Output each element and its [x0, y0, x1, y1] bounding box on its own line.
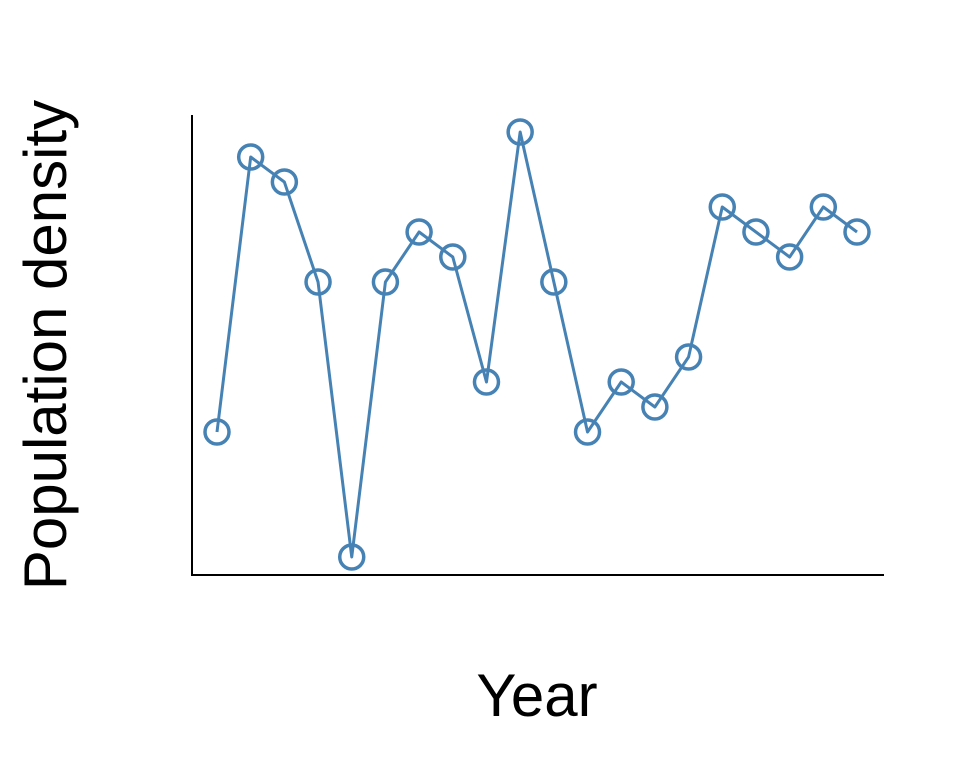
data-point — [674, 343, 703, 371]
data-point — [203, 418, 231, 446]
data-point — [304, 268, 332, 296]
data-point — [371, 268, 400, 296]
data-point — [775, 243, 804, 271]
data-point — [843, 218, 871, 246]
data-point — [641, 393, 669, 421]
data-point — [708, 193, 737, 221]
data-point — [236, 143, 265, 171]
data-point — [405, 218, 433, 246]
data-point — [270, 168, 299, 196]
data-point — [472, 368, 501, 396]
x-axis-title: Year — [476, 662, 597, 729]
data-point — [809, 193, 838, 221]
data-line — [215, 130, 858, 559]
data-point — [439, 243, 467, 271]
data-point — [506, 118, 534, 146]
data-point — [742, 218, 770, 246]
data-point — [337, 543, 366, 571]
y-axis-title: Population density — [12, 100, 79, 590]
data-point — [607, 368, 635, 396]
data-point — [573, 418, 602, 446]
data-point — [540, 268, 568, 296]
